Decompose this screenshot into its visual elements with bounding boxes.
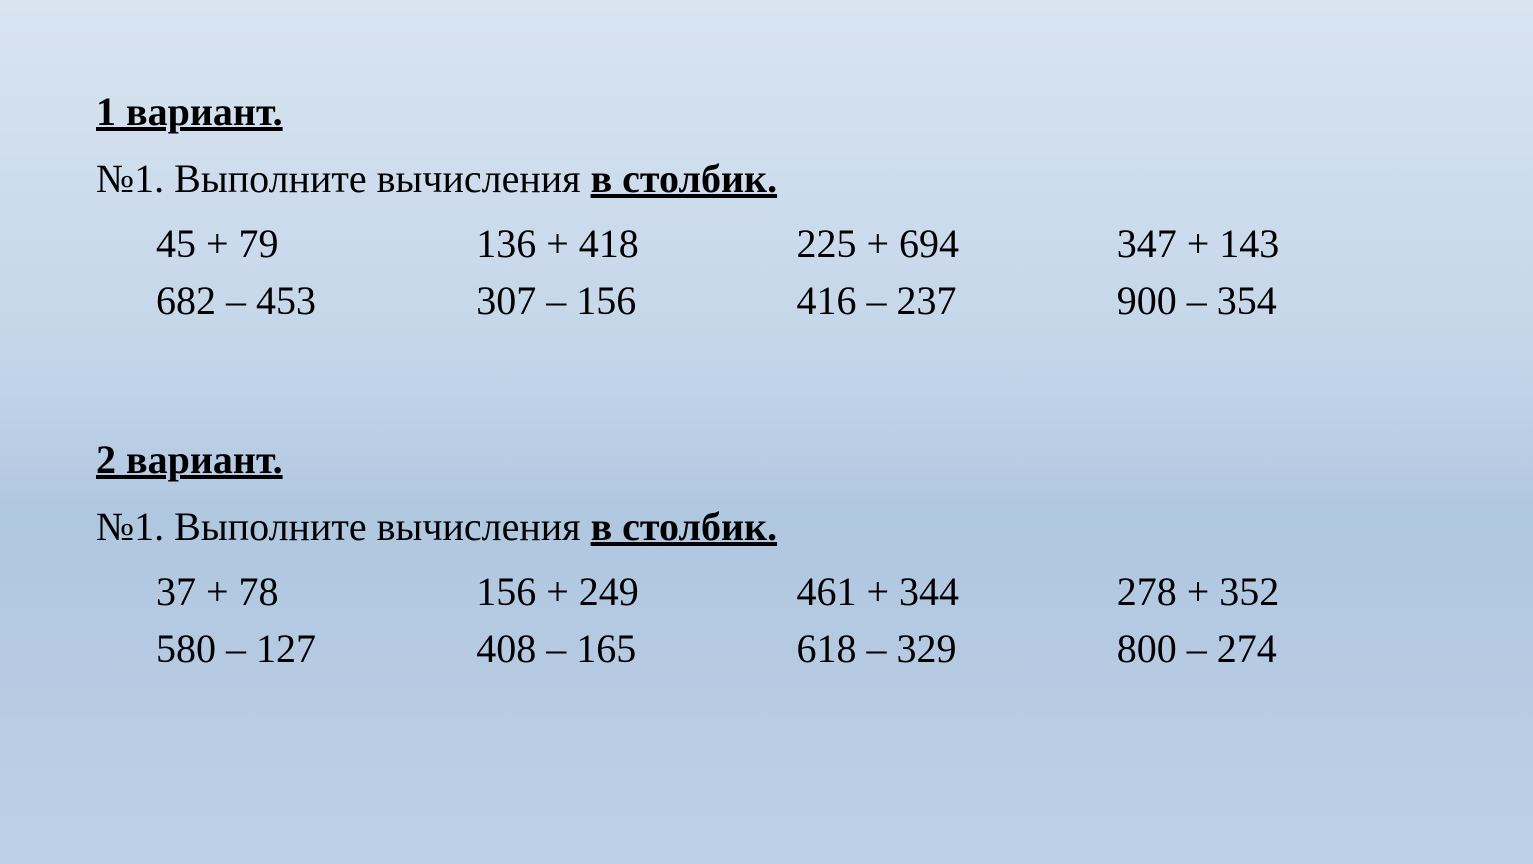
expression: 136 + 418 (476, 220, 796, 267)
variant-2-task: №1. Выполните вычисления в столбик. (96, 503, 1437, 550)
variant-1: 1 вариант. №1. Выполните вычисления в ст… (96, 88, 1437, 324)
variant-1-row-2: 682 – 453 307 – 156 416 – 237 900 – 354 (96, 277, 1437, 324)
expression: 45 + 79 (156, 220, 476, 267)
expression: 416 – 237 (797, 277, 1117, 324)
expression: 800 – 274 (1117, 625, 1437, 672)
expression: 278 + 352 (1117, 568, 1437, 615)
expression: 580 – 127 (156, 625, 476, 672)
expression: 682 – 453 (156, 277, 476, 324)
expression: 461 + 344 (797, 568, 1117, 615)
variant-1-task: №1. Выполните вычисления в столбик. (96, 155, 1437, 202)
expression: 347 + 143 (1117, 220, 1437, 267)
expression: 307 – 156 (476, 277, 796, 324)
variant-1-task-prefix: №1. Выполните вычисления (96, 156, 591, 201)
expression: 225 + 694 (797, 220, 1117, 267)
expression: 900 – 354 (1117, 277, 1437, 324)
variant-1-task-suffix: в столбик. (591, 156, 777, 201)
variant-2: 2 вариант. №1. Выполните вычисления в ст… (96, 436, 1437, 672)
variant-2-task-prefix: №1. Выполните вычисления (96, 504, 591, 549)
expression: 408 – 165 (476, 625, 796, 672)
expression: 618 – 329 (797, 625, 1117, 672)
expression: 37 + 78 (156, 568, 476, 615)
variant-1-row-1: 45 + 79 136 + 418 225 + 694 347 + 143 (96, 220, 1437, 267)
expression: 156 + 249 (476, 568, 796, 615)
variant-2-title: 2 вариант. (96, 436, 283, 483)
variant-2-row-1: 37 + 78 156 + 249 461 + 344 278 + 352 (96, 568, 1437, 615)
variant-2-row-2: 580 – 127 408 – 165 618 – 329 800 – 274 (96, 625, 1437, 672)
variant-2-task-suffix: в столбик. (591, 504, 777, 549)
variant-1-title: 1 вариант. (96, 88, 283, 135)
